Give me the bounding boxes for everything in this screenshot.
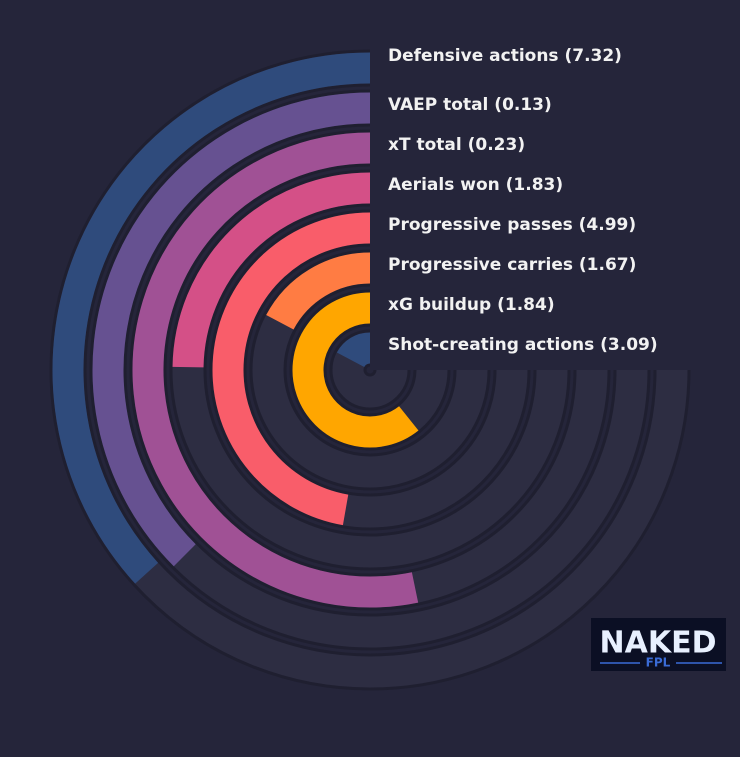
bar [266, 252, 371, 330]
bar [52, 52, 371, 584]
logo-title: NAKED [600, 626, 717, 661]
bar-label: VAEP total (0.13) [388, 95, 552, 115]
bar-label: xG buildup (1.84) [388, 295, 555, 315]
logo: NAKED FPL [591, 618, 726, 671]
bar-label: Defensive actions (7.32) [388, 46, 622, 66]
logo-subtitle: FPL [646, 656, 671, 670]
bar [292, 292, 419, 448]
bar [92, 92, 371, 567]
bar [132, 132, 419, 608]
bar [336, 332, 372, 368]
bar-label: Progressive passes (4.99) [388, 215, 636, 235]
bar-label: Aerials won (1.83) [388, 175, 563, 195]
logo-box [591, 618, 726, 671]
bar [172, 172, 371, 368]
bar-label: Progressive carries (1.67) [388, 255, 636, 275]
bar [212, 212, 371, 526]
bar-label: xT total (0.23) [388, 135, 525, 155]
bar-label: Shot-creating actions (3.09) [388, 335, 658, 355]
